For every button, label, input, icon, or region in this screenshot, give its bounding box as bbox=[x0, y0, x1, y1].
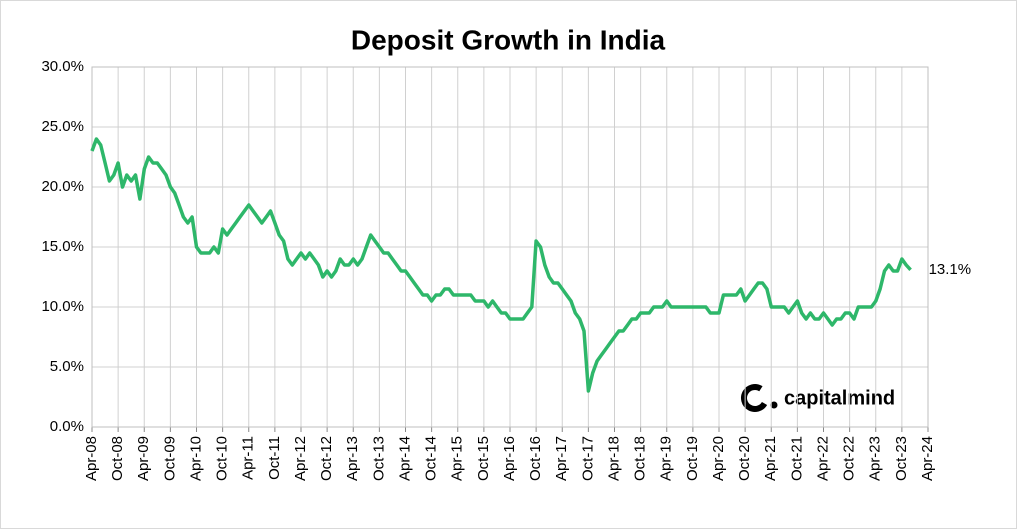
x-tick-label: Oct-08 bbox=[109, 436, 126, 481]
x-tick-label: Apr-21 bbox=[762, 436, 779, 481]
y-tick-label: 15.0% bbox=[41, 238, 84, 255]
x-tick-label: Apr-18 bbox=[605, 436, 622, 481]
x-tick-label: Apr-08 bbox=[83, 436, 100, 481]
x-tick-label: Oct-14 bbox=[423, 436, 440, 481]
x-tick-label: Apr-13 bbox=[344, 436, 361, 481]
x-tick-label: Apr-10 bbox=[187, 436, 204, 481]
x-tick-label: Oct-22 bbox=[841, 436, 858, 481]
x-tick-label: Apr-22 bbox=[814, 436, 831, 481]
x-tick-label: Oct-16 bbox=[527, 436, 544, 481]
x-tick-label: Oct-13 bbox=[370, 436, 387, 481]
x-tick-label: Apr-16 bbox=[501, 436, 518, 481]
line-series bbox=[90, 137, 912, 393]
x-tick-label: Oct-09 bbox=[161, 436, 178, 481]
x-tick-label: Apr-19 bbox=[658, 436, 675, 481]
y-tick-label: 5.0% bbox=[50, 358, 84, 375]
y-tick-label: 25.0% bbox=[41, 118, 84, 135]
x-tick-label: Oct-12 bbox=[318, 436, 335, 481]
y-tick-label: 20.0% bbox=[41, 178, 84, 195]
annotation: 13.1% bbox=[929, 261, 972, 278]
x-tick-label: Oct-18 bbox=[632, 436, 649, 481]
x-tick-label: Oct-15 bbox=[475, 436, 492, 481]
chart-title: Deposit Growth in India bbox=[351, 24, 666, 55]
x-tick-label: Apr-12 bbox=[292, 436, 309, 481]
x-tick-label: Oct-19 bbox=[684, 436, 701, 481]
y-tick-label: 10.0% bbox=[41, 298, 84, 315]
x-tick-label: Oct-21 bbox=[788, 436, 805, 481]
logo-text: capitalmind bbox=[784, 387, 895, 409]
x-tick-label: Oct-17 bbox=[579, 436, 596, 481]
logo-dot bbox=[770, 401, 778, 409]
y-tick-label: 0.0% bbox=[50, 418, 84, 435]
x-tick-label: Oct-11 bbox=[266, 436, 283, 480]
x-tick-label: Apr-14 bbox=[396, 436, 413, 481]
x-tick-label: Apr-23 bbox=[867, 436, 884, 481]
y-tick-label: 30.0% bbox=[41, 58, 84, 75]
x-tick-label: Apr-15 bbox=[449, 436, 466, 481]
x-tick-label: Apr-17 bbox=[553, 436, 570, 481]
x-tick-label: Apr-11 bbox=[240, 436, 257, 480]
x-tick-label: Oct-20 bbox=[736, 436, 753, 481]
x-tick-label: Oct-10 bbox=[214, 436, 231, 481]
x-tick-label: Oct-23 bbox=[893, 436, 910, 481]
x-tick-label: Apr-20 bbox=[710, 436, 727, 481]
x-tick-label: Apr-24 bbox=[919, 436, 936, 481]
x-tick-label: Apr-09 bbox=[135, 436, 152, 481]
plot-frame bbox=[91, 66, 929, 428]
